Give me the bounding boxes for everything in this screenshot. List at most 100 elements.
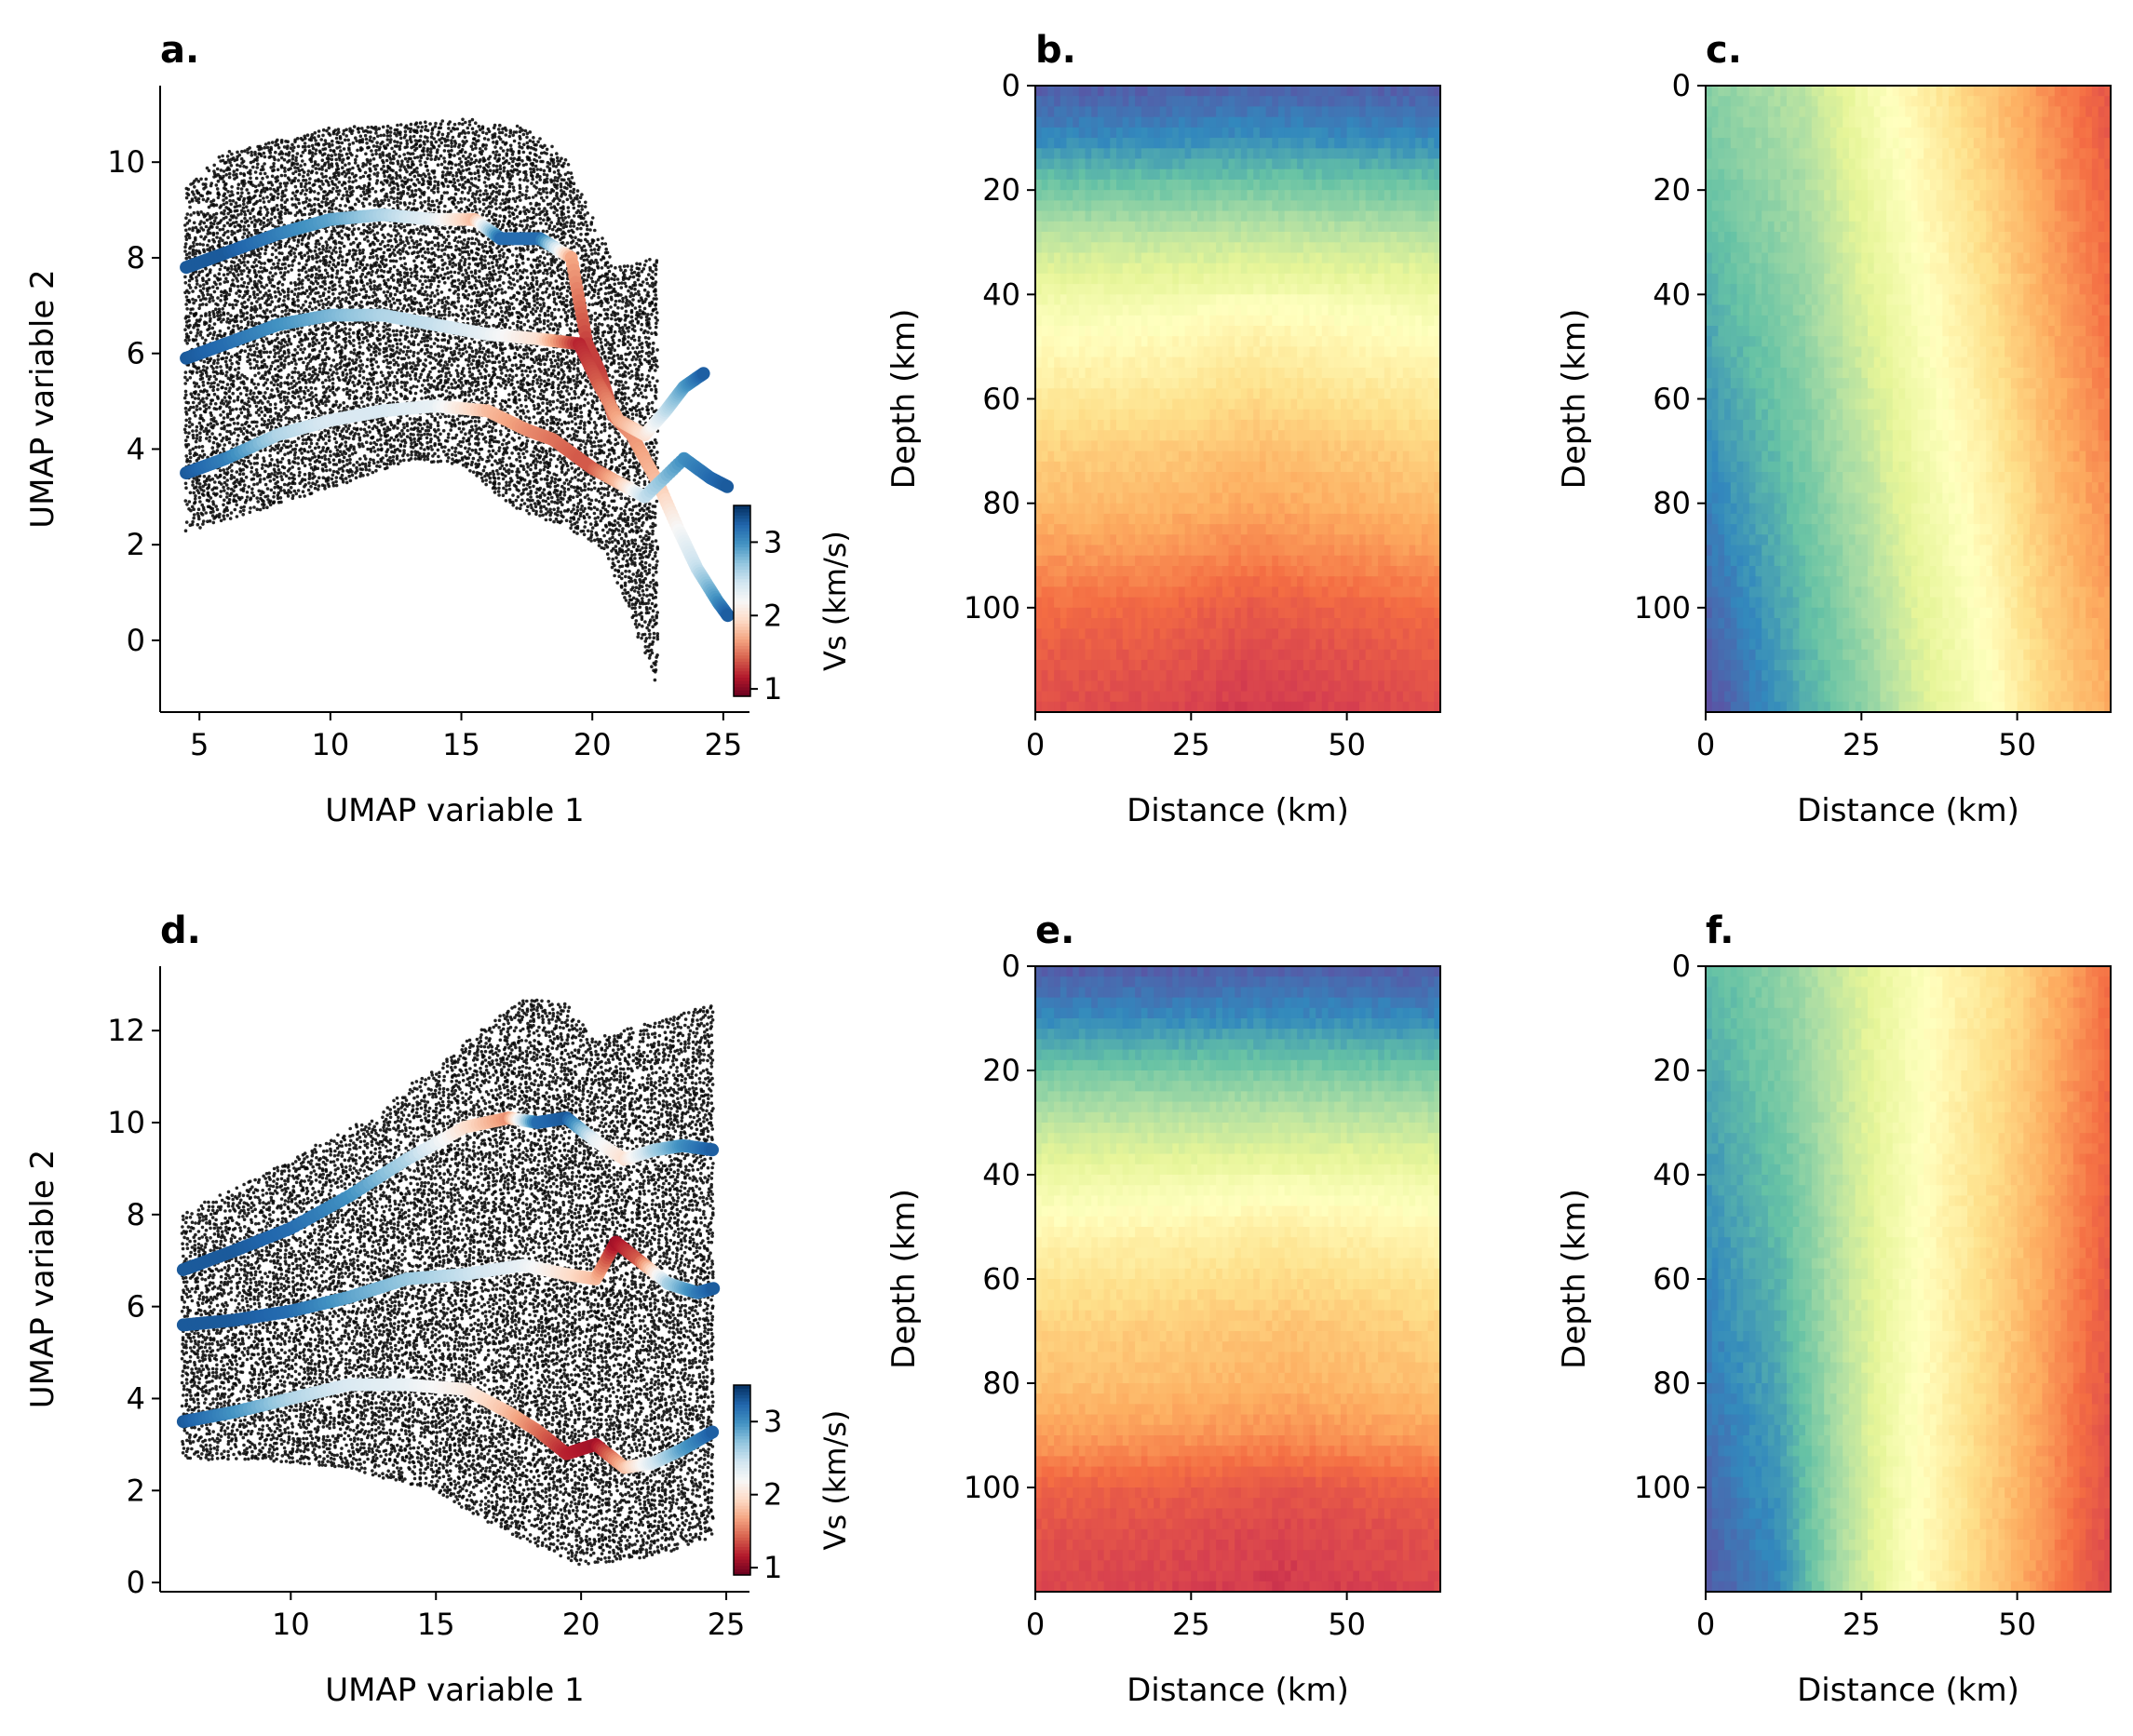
embedding-point [327, 347, 331, 351]
embedding-point [219, 228, 223, 232]
embedding-point [364, 129, 368, 133]
embedding-point [243, 263, 247, 267]
embedding-point [280, 221, 284, 224]
embedding-point [324, 147, 328, 151]
embedding-point [205, 397, 209, 400]
embedding-point [339, 135, 343, 139]
embedding-point [287, 293, 290, 297]
embedding-point [241, 305, 245, 309]
embedding-point [259, 222, 263, 226]
embedding-point [333, 174, 337, 178]
embedding-point [362, 288, 366, 291]
embedding-point [235, 493, 238, 497]
embedding-point [342, 194, 345, 197]
embedding-point [279, 150, 283, 154]
embedding-point [366, 403, 370, 407]
embedding-point [202, 249, 206, 252]
embedding-point [346, 156, 350, 160]
embedding-point [197, 192, 201, 195]
embedding-point [265, 337, 269, 341]
embedding-point [373, 284, 377, 288]
embedding-point [355, 466, 358, 470]
embedding-point [342, 370, 345, 374]
embedding-point [276, 179, 279, 182]
embedding-point [385, 303, 388, 307]
embedding-point [195, 226, 198, 230]
embedding-point [355, 279, 358, 283]
embedding-point [225, 483, 229, 487]
embedding-point [291, 157, 295, 161]
embedding-point [262, 500, 265, 504]
embedding-point [374, 168, 378, 171]
embedding-point [345, 459, 349, 463]
embedding-point [344, 376, 348, 380]
embedding-point [191, 480, 195, 484]
embedding-point [268, 281, 272, 285]
embedding-point [299, 397, 303, 401]
embedding-point [353, 348, 357, 352]
embedding-point [313, 208, 317, 211]
embedding-point [193, 185, 196, 189]
embedding-point [255, 396, 259, 399]
embedding-point [259, 349, 263, 353]
embedding-point [304, 379, 307, 383]
embedding-point [287, 373, 290, 377]
embedding-point [236, 371, 240, 375]
embedding-point [230, 264, 234, 268]
embedding-point [348, 142, 352, 146]
embedding-point [231, 194, 235, 197]
embedding-point [322, 291, 326, 295]
embedding-point [213, 330, 217, 334]
embedding-point [313, 412, 317, 416]
embedding-point [351, 223, 355, 227]
embedding-point [300, 338, 304, 342]
embedding-point [385, 159, 389, 163]
embedding-point [185, 307, 189, 311]
embedding-point [200, 425, 204, 429]
embedding-point [344, 440, 348, 444]
embedding-point [197, 230, 201, 234]
embedding-point [317, 209, 321, 213]
embedding-point [314, 249, 317, 253]
embedding-point [374, 469, 378, 473]
embedding-point [255, 410, 259, 414]
embedding-point [337, 343, 341, 347]
embedding-point [205, 280, 209, 284]
embedding-point [228, 437, 232, 441]
embedding-point [283, 169, 287, 173]
embedding-point [249, 277, 252, 281]
embedding-point [340, 304, 344, 308]
embedding-point [328, 332, 331, 336]
embedding-point [314, 179, 317, 182]
embedding-point [212, 359, 216, 363]
embedding-point [362, 393, 366, 397]
embedding-point [282, 338, 286, 342]
embedding-point [237, 265, 241, 269]
embedding-point [303, 347, 306, 351]
embedding-point [236, 158, 239, 162]
embedding-point [301, 242, 304, 246]
embedding-point [355, 358, 358, 362]
embedding-point [249, 348, 252, 352]
embedding-point [292, 238, 296, 242]
embedding-point [320, 172, 324, 176]
embedding-point [351, 129, 355, 133]
embedding-point [303, 396, 306, 399]
embedding-point [303, 371, 306, 375]
embedding-point [265, 378, 269, 382]
embedding-point [290, 289, 294, 293]
embedding-point [380, 381, 384, 384]
embedding-point [207, 197, 210, 201]
embedding-point [279, 369, 283, 372]
embedding-point [355, 389, 358, 393]
embedding-point [276, 139, 279, 142]
embedding-point [240, 254, 244, 258]
embedding-point [264, 370, 268, 374]
embedding-point [371, 255, 375, 259]
embedding-point [248, 269, 251, 273]
embedding-point [279, 331, 283, 335]
embedding-point [354, 249, 358, 253]
embedding-point [266, 211, 270, 215]
embedding-point [269, 271, 273, 275]
embedding-point [371, 403, 375, 407]
